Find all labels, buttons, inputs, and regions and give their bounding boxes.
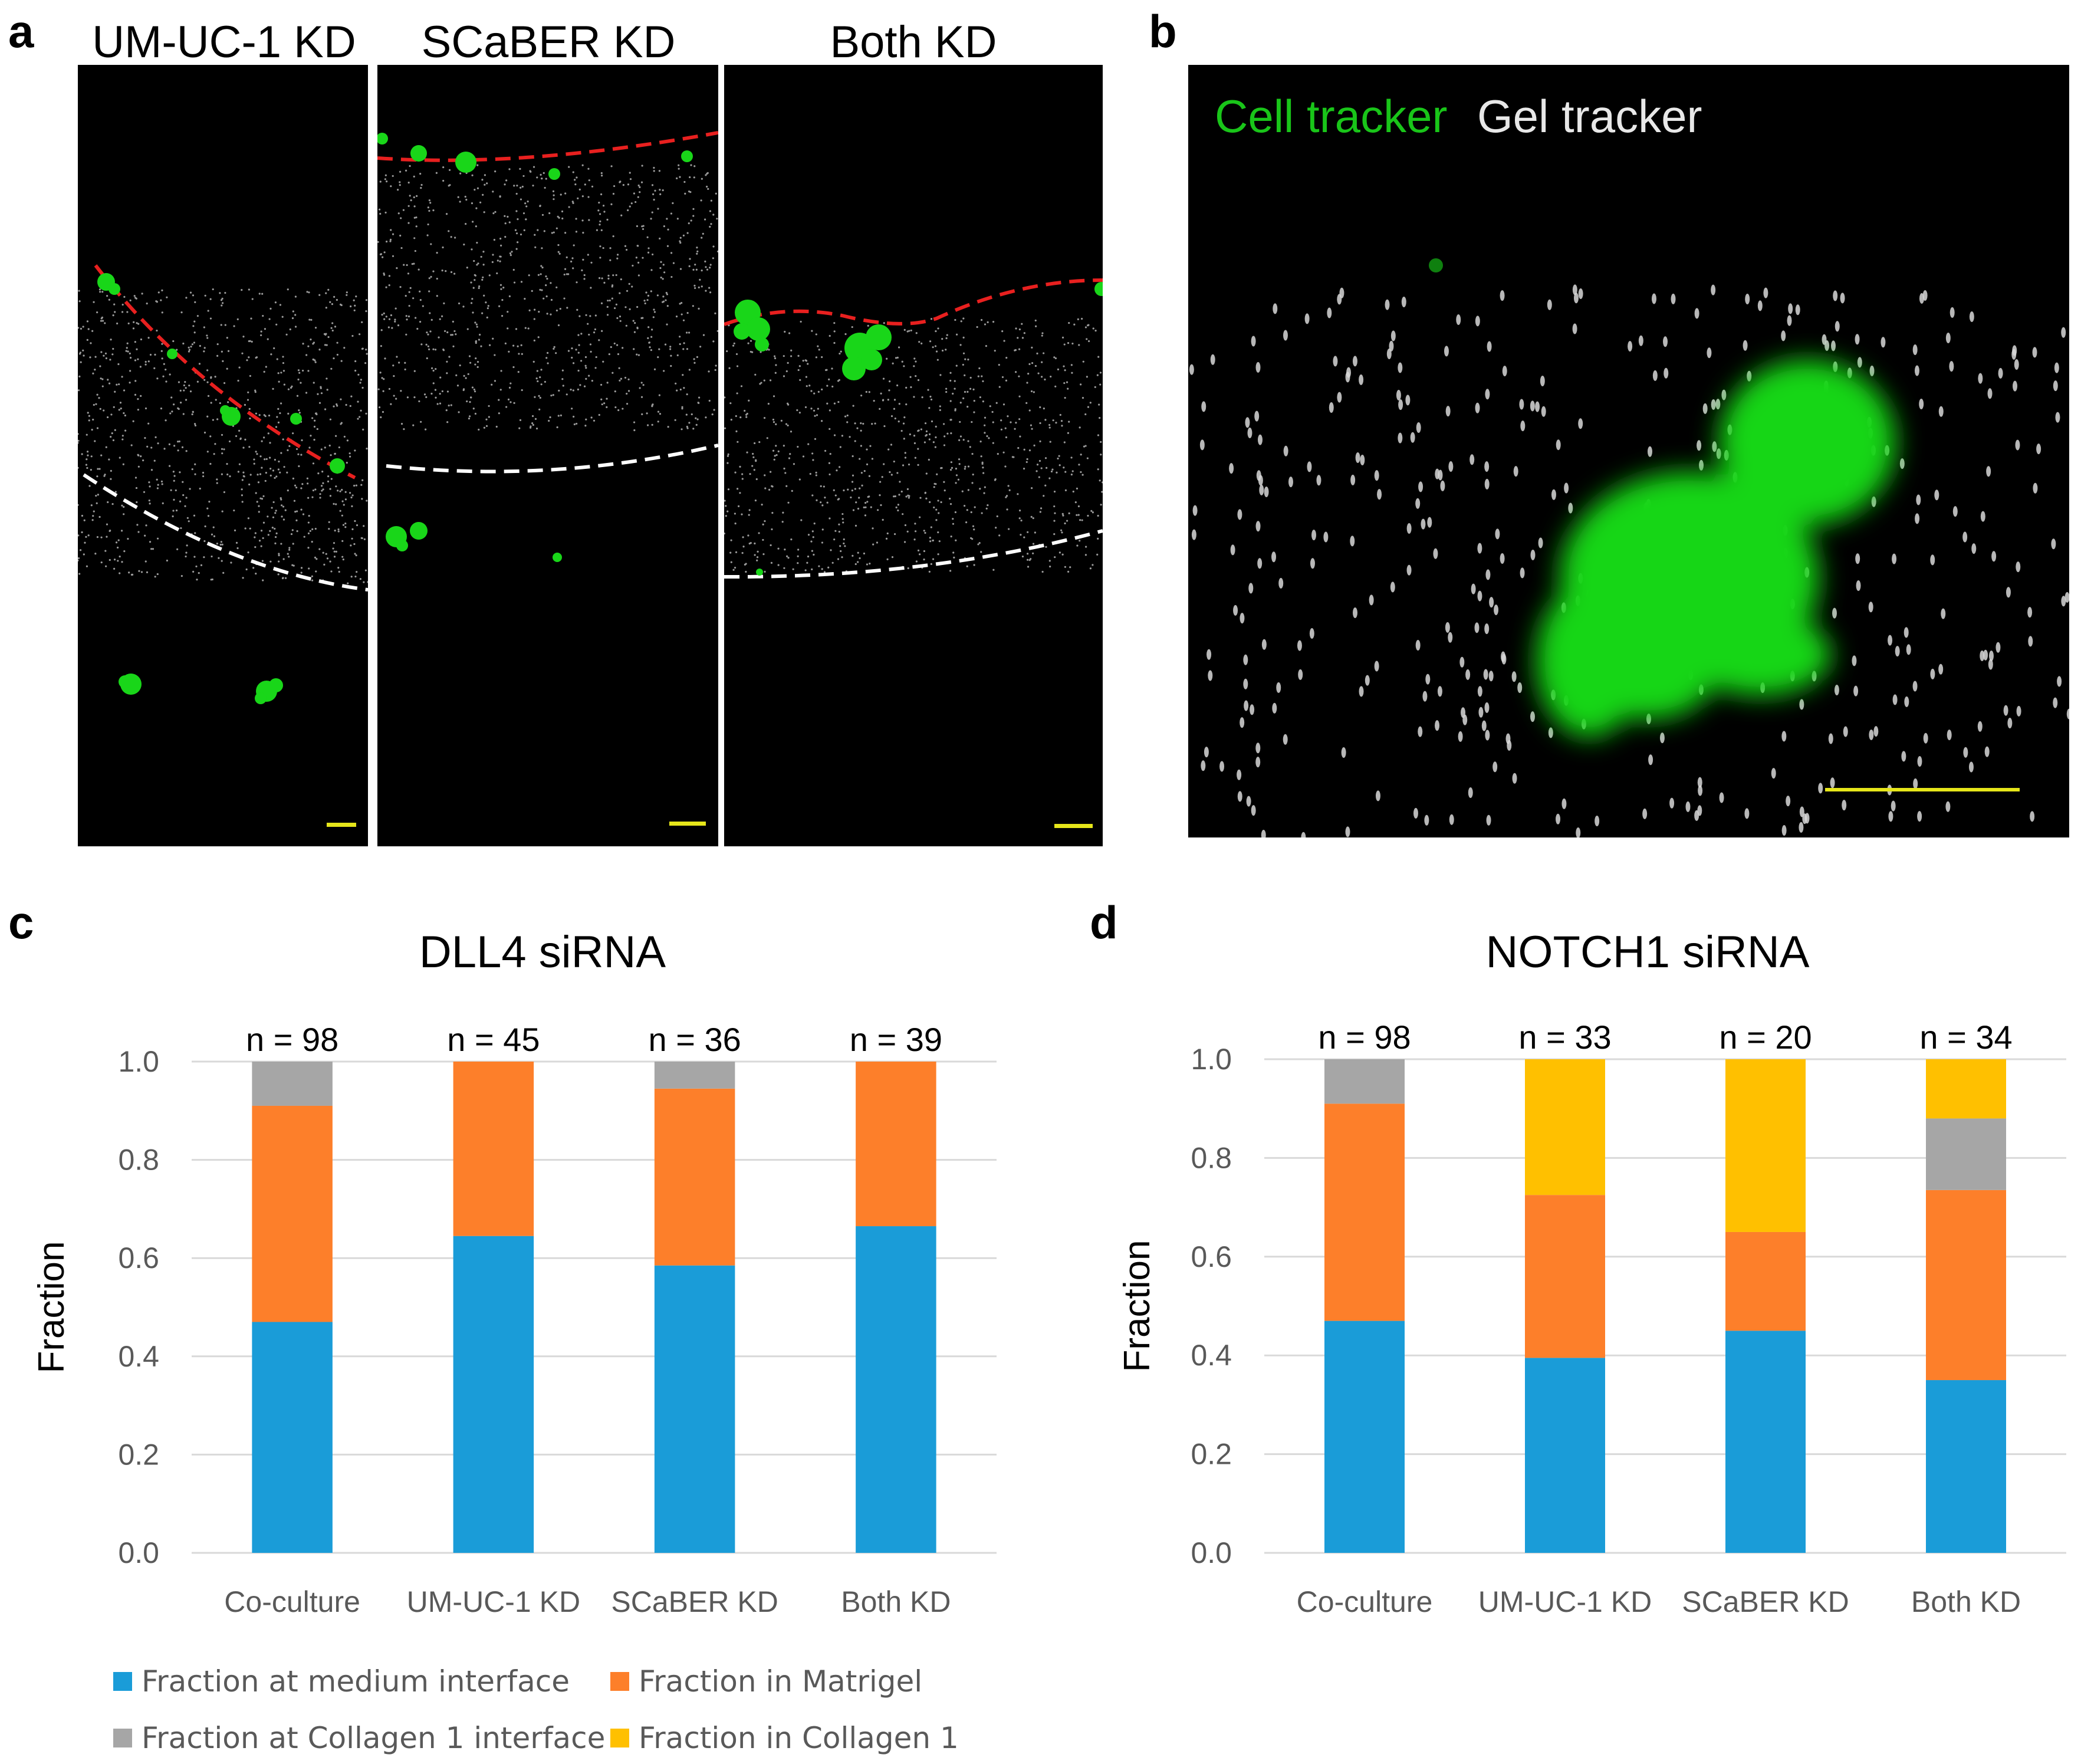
n-count-label: n = 34 — [1919, 1019, 2012, 1056]
n-count-label: n = 45 — [447, 1021, 540, 1058]
panel-label-b: b — [1149, 5, 1177, 57]
bar-segment — [1525, 1059, 1605, 1195]
y-axis-label: Fraction — [31, 1241, 72, 1374]
bar-segment — [654, 1265, 735, 1553]
bar-segment — [252, 1322, 333, 1553]
y-tick-label: 0.4 — [1191, 1339, 1232, 1372]
legend-label-matrigel: Fraction in Matrigel — [639, 1664, 923, 1699]
legend-item-collagen: Fraction in Collagen 1 — [610, 1721, 959, 1755]
micrograph-scaber-kd — [377, 65, 718, 846]
cell-clusters — [97, 273, 345, 704]
x-tick-label: Both KD — [1911, 1585, 2021, 1618]
panel-label-d: d — [1090, 896, 1118, 948]
legend-item-medium: Fraction at medium interface — [113, 1664, 570, 1699]
bar-segment — [856, 1226, 936, 1553]
y-axis-label: Fraction — [1117, 1240, 1158, 1372]
y-tick-label: 0.6 — [118, 1241, 159, 1274]
gel-speckles — [78, 288, 368, 584]
n-count-label: n = 98 — [246, 1021, 338, 1058]
panel-a-title-scaber: SCaBER KD — [421, 17, 676, 67]
micrograph-both-kd — [724, 65, 1103, 846]
panel-label-c: c — [8, 896, 34, 948]
panel-label-a: a — [8, 5, 34, 57]
bar-segment — [252, 1062, 333, 1106]
scale-bar — [669, 822, 706, 826]
chart-notch1: NOTCH1 siRNA Fraction 0.0 0.2 0.4 0.6 0.8 1.0 Co… — [1117, 927, 2066, 1618]
medium-interface-boundary — [94, 264, 356, 479]
chart-dll4: DLL4 siRNA Fraction 0.0 0.2 0.4 0.6 0.8 1.0 Co-c… — [31, 927, 997, 1618]
x-tick-label: SCaBER KD — [611, 1585, 778, 1618]
n-count-label: n = 36 — [648, 1021, 741, 1058]
y-tick-label: 0.6 — [1191, 1240, 1232, 1273]
chart-title: NOTCH1 siRNA — [1486, 927, 1810, 977]
bar-segment — [1324, 1059, 1405, 1104]
bar-segment — [1926, 1190, 2006, 1381]
x-tick-label: Both KD — [841, 1585, 951, 1618]
y-tick-label: 0.8 — [1191, 1141, 1232, 1174]
bar-segment — [654, 1088, 735, 1266]
scale-bar — [327, 823, 356, 827]
legend-item-matrigel: Fraction in Matrigel — [610, 1664, 922, 1699]
n-count-label: n = 33 — [1518, 1019, 1611, 1056]
y-tick-label: 0.2 — [118, 1438, 159, 1471]
bar-segment — [1926, 1059, 2006, 1119]
legend-swatch-medium — [113, 1672, 132, 1691]
bar-segment — [1725, 1059, 1806, 1232]
y-tick-label: 0.2 — [1191, 1438, 1232, 1471]
bar-segment — [856, 1062, 936, 1227]
bar-segment — [453, 1236, 534, 1553]
collagen-interface-boundary — [386, 444, 718, 474]
gel-tracker-label: Gel tracker — [1477, 90, 1702, 142]
y-tick-label: 0.0 — [1191, 1536, 1232, 1569]
x-tick-label: UM-UC-1 KD — [1478, 1585, 1652, 1618]
cell-clusters — [377, 133, 693, 562]
micrograph-umuc1-kd — [78, 65, 368, 846]
x-tick-label: SCaBER KD — [1682, 1585, 1849, 1618]
bar-segment — [453, 1062, 534, 1236]
bar-segment — [1725, 1331, 1806, 1553]
legend-label-collagen-interface: Fraction at Collagen 1 interface — [142, 1721, 606, 1755]
x-tick-label: Co-culture — [224, 1585, 360, 1618]
legend-label-medium: Fraction at medium interface — [142, 1664, 570, 1699]
legend-item-collagen-interface: Fraction at Collagen 1 interface — [113, 1721, 605, 1755]
panel-a-title-umuc1: UM-UC-1 KD — [92, 17, 356, 67]
x-tick-label: UM-UC-1 KD — [407, 1585, 580, 1618]
y-tick-label: 1.0 — [1191, 1043, 1232, 1076]
micrograph-magnified: Cell tracker Gel tracker — [1188, 65, 2069, 837]
scale-bar — [1825, 788, 2020, 791]
spheroid — [1536, 360, 1896, 737]
y-tick-label: 1.0 — [118, 1045, 159, 1078]
scale-bar — [1054, 824, 1093, 828]
cell-clusters — [734, 282, 1103, 576]
medium-interface-boundary — [377, 131, 718, 162]
x-tick-label: Co-culture — [1297, 1585, 1433, 1618]
bar-segment — [252, 1105, 333, 1322]
bar-segment — [1324, 1103, 1405, 1321]
chart-title: DLL4 siRNA — [419, 927, 666, 977]
n-count-label: n = 20 — [1719, 1019, 1812, 1056]
bar-segment — [1525, 1358, 1605, 1553]
cell-tracker-label: Cell tracker — [1215, 90, 1448, 142]
n-count-label: n = 39 — [850, 1021, 942, 1058]
y-tick-label: 0.0 — [118, 1536, 159, 1569]
panel-a-title-both: Both KD — [830, 17, 997, 67]
collagen-interface-boundary — [83, 473, 368, 592]
bar-segment — [1926, 1380, 2006, 1553]
n-count-label: n = 98 — [1318, 1019, 1411, 1056]
legend-label-collagen: Fraction in Collagen 1 — [639, 1721, 959, 1755]
bar-segment — [1926, 1118, 2006, 1190]
y-tick-label: 0.4 — [118, 1340, 159, 1373]
bar-segment — [1525, 1195, 1605, 1358]
bar-segment — [654, 1062, 735, 1089]
bar-segment — [1324, 1320, 1405, 1553]
legend-swatch-collagen-interface — [113, 1729, 132, 1747]
legend-swatch-matrigel — [610, 1672, 629, 1691]
legend-swatch-collagen — [610, 1729, 629, 1747]
collagen-interface-boundary — [724, 529, 1103, 579]
medium-interface-boundary — [724, 278, 1103, 326]
bar-segment — [1725, 1231, 1806, 1331]
y-tick-label: 0.8 — [118, 1144, 159, 1177]
